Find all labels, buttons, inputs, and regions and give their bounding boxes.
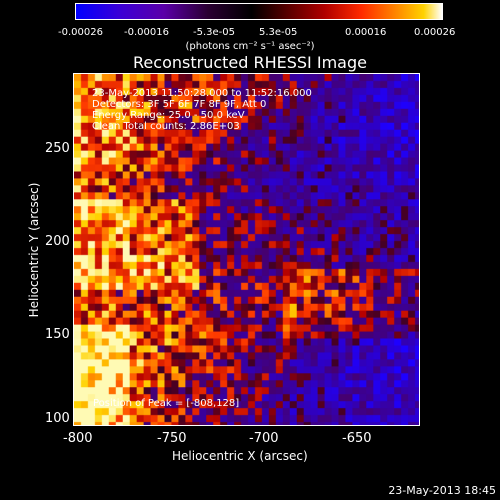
x-tick-label: -800 [63,431,93,446]
colorbar-tick: 0.00016 [345,27,387,38]
colorbar [75,3,443,20]
peak-position-text: Position of Peak = [-808,128] [93,398,240,409]
colorbar-units: (photons cm⁻² s⁻¹ asec⁻²) [185,41,315,52]
y-tick-label: 250 [45,141,70,156]
info-line: 23-May-2013 11:50:28.000 to 11:52:16.000 [92,88,312,99]
x-tick-label: -700 [249,431,279,446]
colorbar-tick: -5.3e-05 [193,27,235,38]
y-tick-label: 100 [45,411,70,426]
colorbar-tick: -0.00026 [58,27,103,38]
info-line: Energy Range: 25.0 - 50.0 keV [92,110,245,121]
y-tick-label: 150 [45,327,70,342]
plot-area [73,73,420,426]
info-line: Clean Total counts: 2.86E+03 [92,121,240,132]
colorbar-tick: 5.3e-05 [259,27,298,38]
colorbar-tick: 0.00026 [414,27,456,38]
y-axis-label: Heliocentric Y (arcsec) [27,182,41,318]
y-tick-label: 200 [45,234,70,249]
x-axis-label: Heliocentric X (arcsec) [172,449,308,463]
colorbar-tick: -0.00016 [124,27,169,38]
x-tick-label: -750 [157,431,187,446]
info-line: Detectors: 3F 5F 6F 7F 8F 9F, Att 0 [92,99,267,110]
x-tick-label: -650 [342,431,372,446]
plot-title: Reconstructed RHESSI Image [133,53,367,72]
timestamp: 23-May-2013 18:45 [388,484,496,497]
rhessi-image [74,74,419,425]
